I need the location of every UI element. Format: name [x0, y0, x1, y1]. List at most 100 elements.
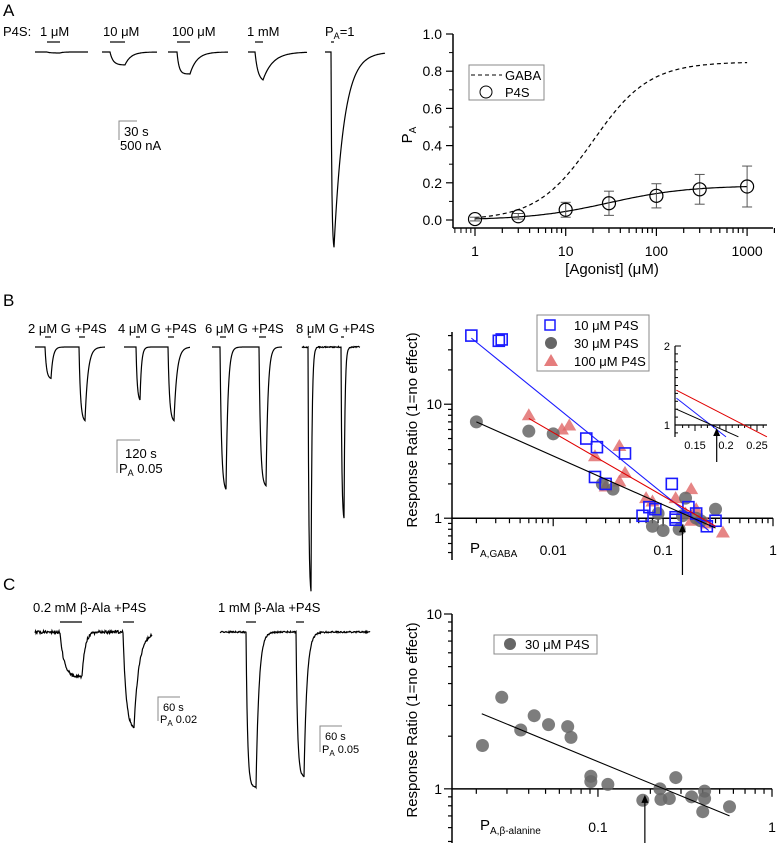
- tick-label: 1: [769, 542, 777, 558]
- current-trace: [325, 52, 385, 247]
- data-point-circle: [709, 503, 722, 516]
- tick-label: 0.2: [718, 440, 733, 452]
- panel-label-a: A: [3, 1, 15, 20]
- data-point-triangle: [716, 525, 730, 537]
- data-point-circle: [679, 492, 692, 505]
- current-trace: [212, 347, 282, 489]
- traces-panel-c: [35, 622, 370, 788]
- tick-label: 0.01: [540, 542, 567, 558]
- tick-label: 10: [558, 243, 574, 259]
- traces-panel-b: [35, 337, 360, 591]
- tick-label: 1: [768, 819, 776, 835]
- legend-label: GABA: [505, 68, 541, 83]
- current-trace: [168, 52, 228, 74]
- y-axis-label: Response Ratio (1=no effect): [404, 332, 421, 527]
- current-trace: [302, 346, 360, 591]
- trace-label: 0.2 mM β-Ala +P4S: [33, 600, 147, 615]
- panel-label-c: C: [3, 575, 15, 594]
- legend-label: 30 μM P4S: [574, 336, 639, 351]
- data-point-circle: [601, 778, 614, 791]
- scale-amplitude: 500 nA: [120, 138, 162, 153]
- legend-label: 30 μM P4S: [525, 637, 590, 652]
- inset-chart: 1 2 0.15 0.2 0.25: [664, 341, 768, 462]
- data-point-circle: [564, 731, 577, 744]
- fit-line: [482, 714, 730, 816]
- trace-label: 10 μM: [103, 24, 139, 39]
- tick-label: 0.4: [423, 138, 443, 154]
- data-point-circle: [652, 507, 665, 520]
- trace-label: 2 μM G +P4S: [28, 321, 107, 336]
- tick-label: 0.1: [653, 542, 673, 558]
- tick-label: 0.8: [423, 63, 443, 79]
- tick-label: 1: [434, 781, 442, 797]
- y-axis-label: Response Ratio (1=no effect): [404, 622, 421, 817]
- fit-line: [529, 418, 716, 526]
- current-trace: [248, 52, 307, 80]
- scale-amplitude: PA 0.05: [119, 461, 163, 478]
- data-point-triangle: [562, 419, 576, 431]
- tick-label: 2: [664, 341, 670, 353]
- scale-time: 60 s: [163, 702, 184, 714]
- trace-label: 100 μM: [172, 24, 216, 39]
- legend-swatch-circle: [504, 638, 516, 650]
- legend: 10 μM P4S 30 μM P4S 100 μM P4S: [537, 315, 649, 371]
- scale-time: 60 s: [325, 731, 346, 743]
- data-point-square: [666, 478, 677, 489]
- scale-time: 120 s: [125, 446, 157, 461]
- tick-label: 1: [664, 420, 670, 432]
- trace-prefix: P4S:: [3, 24, 31, 39]
- chart-a-dose-response: 0.0 0.2 0.4 0.6 0.8 1.0 1 10 100 1000: [423, 26, 775, 259]
- scale-amplitude: PA 0.02: [160, 714, 197, 728]
- panel-label-b: B: [3, 291, 14, 310]
- inset-fit-line: [676, 409, 738, 437]
- trace-label: 1 mM β-Ala +P4S: [218, 600, 321, 615]
- tick-label: 1000: [732, 243, 763, 259]
- tick-label: 0.2: [423, 175, 443, 191]
- legend: GABA P4S: [469, 65, 544, 100]
- data-point-square: [466, 330, 477, 341]
- legend-swatch-circle: [545, 337, 557, 349]
- data-point-circle: [657, 524, 670, 537]
- trace-label-pa: PA=1: [325, 24, 355, 41]
- trace-label: 8 μM G +P4S: [296, 321, 375, 336]
- tick-label: 10: [426, 606, 442, 622]
- scale-amplitude: PA 0.05: [322, 744, 359, 758]
- legend-label: 10 μM P4S: [574, 318, 639, 333]
- legend-label: 100 μM P4S: [574, 354, 646, 369]
- current-trace: [124, 347, 190, 421]
- data-point-circle: [669, 771, 682, 784]
- tick-label: 0.25: [746, 440, 767, 452]
- data-point-circle: [476, 739, 489, 752]
- legend-label: P4S: [505, 85, 530, 100]
- trace-label: 1 mM: [247, 24, 280, 39]
- data-point-circle: [698, 785, 711, 798]
- chart-c-response-ratio-beta-alanine: 1100.1 1: [426, 606, 776, 843]
- tick-label: 0.15: [684, 440, 705, 452]
- x-axis-label: PA,β-alanine: [480, 817, 541, 837]
- current-trace: [35, 347, 105, 421]
- x-axis-label: PA,GABA: [470, 540, 518, 560]
- data-point-circle: [663, 792, 676, 805]
- x-axis-label: [Agonist] (μM): [565, 261, 659, 278]
- tick-label: 100: [645, 243, 669, 259]
- tick-label: 0.6: [423, 100, 443, 116]
- current-trace: [35, 631, 152, 728]
- y-axis-label: PA: [399, 126, 419, 143]
- data-point-circle: [528, 709, 541, 722]
- data-point-circle: [542, 718, 555, 731]
- data-point-triangle: [618, 466, 632, 478]
- data-point-circle: [685, 790, 698, 803]
- trace-label: 6 μM G +P4S: [205, 321, 284, 336]
- trace-label: 1 μM: [40, 24, 69, 39]
- data-point-circle: [522, 425, 535, 438]
- trace-label: 4 μM G +P4S: [118, 321, 197, 336]
- data-point-circle: [723, 800, 736, 813]
- scale-time: 30 s: [124, 124, 149, 139]
- data-point-circle: [584, 775, 597, 788]
- tick-label: 10: [426, 396, 442, 412]
- current-trace: [102, 52, 157, 65]
- traces-panel-a: [35, 42, 385, 247]
- tick-label: 1: [471, 243, 479, 259]
- data-point-circle: [495, 691, 508, 704]
